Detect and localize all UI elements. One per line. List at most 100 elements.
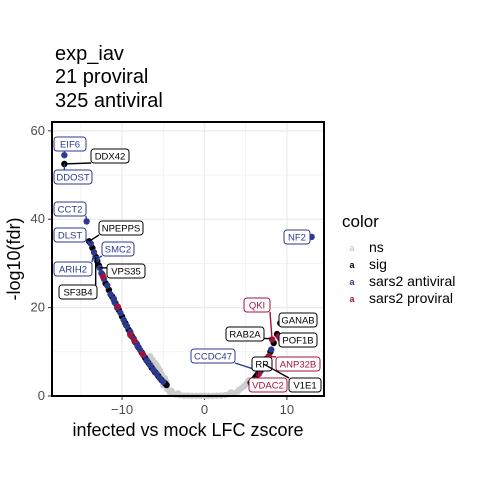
- point-label: VPS35: [111, 267, 141, 278]
- point-label: NPEPPS: [102, 224, 141, 235]
- point-label: VDAC2: [252, 381, 284, 392]
- data-point: [134, 343, 141, 350]
- label-box: [251, 356, 273, 372]
- data-point: [131, 337, 138, 344]
- label-box: [283, 229, 311, 245]
- x-tick-label: −10: [111, 402, 133, 417]
- y-tick-label: 20: [31, 300, 45, 315]
- legend-key-bg: [344, 256, 360, 272]
- data-point: [143, 357, 150, 364]
- label-box: [106, 263, 146, 279]
- point-label: CCDC47: [194, 352, 232, 363]
- plot-title-line-2: 21 proviral: [55, 66, 148, 88]
- label-box: [225, 326, 265, 342]
- data-point: [122, 322, 130, 329]
- legend-label: sig: [369, 256, 387, 272]
- y-tick-label: 0: [38, 388, 45, 403]
- label-box: [278, 332, 318, 348]
- point-label: ARIH2: [59, 265, 87, 276]
- data-point: [127, 331, 134, 339]
- grid-lines: [52, 122, 324, 396]
- label-box: [190, 348, 236, 364]
- point-labels: EIF6 DDX42 DDOST CCT2 NPEPPS DLST SMC2 ARIH2 VPS…: [53, 136, 322, 393]
- data-point: [99, 273, 107, 280]
- label-box: [53, 227, 87, 243]
- point-label: NF2: [288, 233, 306, 244]
- data-point: [146, 361, 154, 369]
- label-leader-line: [91, 252, 95, 263]
- point-label: RP: [255, 360, 268, 371]
- point-label: RAB2A: [229, 330, 261, 341]
- point-label: GANAB: [281, 316, 314, 327]
- label-leader-line: [96, 255, 103, 260]
- axis-ticks: −10 0 10 0 20 40 60: [31, 123, 295, 417]
- data-point: [104, 282, 111, 289]
- point-label: ANP32B: [280, 360, 316, 371]
- label-leader-line: [263, 363, 290, 379]
- data-point: [153, 361, 160, 369]
- x-tick-label: 10: [280, 402, 294, 417]
- data-point: [107, 291, 114, 298]
- data-point: [235, 386, 243, 394]
- label-leader-line: [269, 311, 273, 340]
- x-tick-label: 0: [201, 402, 208, 417]
- label-box: [101, 241, 135, 257]
- data-point: [153, 370, 160, 378]
- legend-label: sars2 proviral: [369, 290, 453, 306]
- data-point: [120, 316, 127, 324]
- label-leader-line: [64, 162, 92, 165]
- data-point: [168, 387, 175, 394]
- legend-key-bg: [344, 273, 360, 289]
- legend-title: color: [342, 212, 379, 231]
- label-box: [98, 220, 144, 236]
- legend-key-glyph: a: [349, 243, 355, 253]
- point-label: V1E1: [293, 381, 316, 392]
- plot-title-line-1: exp_iav: [55, 43, 124, 65]
- legend-key-glyph: a: [349, 260, 355, 270]
- legend-label: ns: [369, 239, 384, 255]
- data-point: [117, 309, 124, 317]
- legend-key-bg: [344, 290, 360, 306]
- point-label: POF1B: [282, 336, 313, 347]
- data-point: [87, 240, 94, 247]
- label-leader-line: [85, 215, 88, 222]
- label-box: [90, 148, 130, 164]
- plot-title-line-3: 325 antiviral: [55, 90, 163, 112]
- y-axis-title: -log10(fdr): [4, 217, 24, 300]
- data-point: [227, 389, 235, 396]
- label-box: [58, 284, 98, 300]
- point-label: DDOST: [56, 173, 89, 184]
- point-label: EIF6: [60, 140, 80, 151]
- label-box: [53, 261, 93, 277]
- data-point: [174, 390, 182, 397]
- data-point: [111, 299, 118, 306]
- label-box: [53, 201, 87, 217]
- legend-key-bg: [344, 239, 360, 255]
- data-point: [139, 350, 146, 358]
- label-box: [275, 356, 321, 372]
- point-label: SMC2: [105, 245, 131, 256]
- label-leader-line: [268, 355, 277, 358]
- legend-label: sars2 antiviral: [369, 273, 455, 289]
- point-label: DLST: [58, 231, 82, 242]
- data-point: [146, 353, 154, 360]
- legend-key-glyph: a: [349, 294, 355, 304]
- label-box: [278, 312, 318, 328]
- y-tick-label: 60: [31, 123, 45, 138]
- data-point: [268, 346, 275, 353]
- point-label: QKI: [249, 301, 265, 312]
- data-point: [160, 378, 167, 386]
- legend: a ns a sig a sars2 antiviral a sars2 proviral: [344, 239, 455, 306]
- y-tick-label: 40: [31, 211, 45, 226]
- label-leader-line: [88, 234, 100, 242]
- point-label: DDX42: [95, 152, 126, 163]
- label-box: [248, 377, 288, 393]
- point-label: SF3B4: [63, 288, 92, 299]
- panel-border: [51, 121, 325, 397]
- label-box: [53, 136, 87, 152]
- label-box: [53, 169, 93, 185]
- label-box: [288, 377, 322, 393]
- label-box: [243, 297, 271, 313]
- x-axis-title: infected vs mock LFC zscore: [72, 420, 303, 440]
